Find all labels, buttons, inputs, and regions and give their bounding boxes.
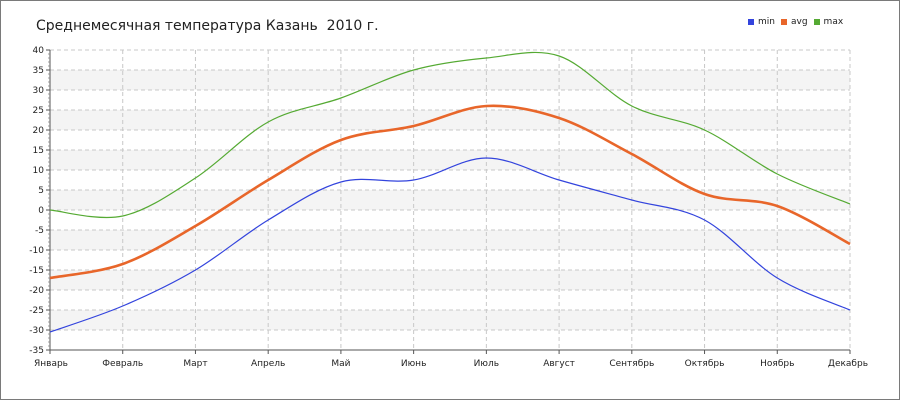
y-tick-label: 0: [38, 206, 44, 216]
y-tick-label: 30: [33, 86, 45, 96]
series-line-avg: [49, 104, 851, 280]
grid-band: [50, 230, 850, 250]
legend-label-min: min: [758, 17, 775, 27]
x-tick-label: Сентябрь: [609, 359, 654, 369]
grid-band: [50, 270, 850, 290]
grid-band: [50, 190, 850, 210]
grid-band: [50, 110, 850, 130]
x-tick-label: Февраль: [102, 359, 143, 369]
x-tick-label: Май: [331, 359, 350, 369]
y-tick-label: 40: [33, 46, 45, 56]
x-tick-label: Июль: [474, 359, 499, 369]
y-tick-label: 20: [33, 126, 45, 136]
y-tick-label: -15: [29, 266, 44, 276]
legend-swatch-min: [748, 19, 754, 25]
x-tick-label: Ноябрь: [760, 359, 794, 369]
chart-legend: min avg max: [748, 16, 843, 28]
y-tick-label: -30: [29, 326, 44, 336]
x-tick-label: Март: [183, 359, 207, 369]
legend-swatch-max: [813, 19, 820, 25]
series-line-max: [49, 51, 851, 219]
y-tick-label: -25: [29, 306, 44, 316]
x-tick-label: Апрель: [251, 359, 285, 369]
y-tick-label: 15: [33, 146, 44, 156]
legend-item-max: max: [813, 17, 844, 27]
legend-swatch-avg: [780, 19, 787, 25]
y-tick-label: 10: [33, 166, 45, 176]
y-tick-label: -10: [29, 246, 44, 256]
x-tick-label: Декабрь: [828, 359, 868, 369]
legend-label-max: max: [823, 17, 844, 27]
chart-title: Среднемесячная температура Казань 2010 г…: [36, 18, 379, 34]
y-tick-label: 25: [33, 106, 44, 116]
grid-band: [50, 70, 850, 90]
x-tick-label: Июнь: [401, 359, 427, 369]
legend-item-avg: avg: [780, 17, 808, 27]
legend-item-min: min: [748, 17, 775, 27]
x-tick-label: Август: [543, 359, 575, 369]
y-tick-label: -20: [29, 286, 44, 296]
y-tick-label: 35: [33, 66, 44, 76]
y-tick-label: -35: [29, 346, 44, 356]
y-tick-label: -5: [35, 226, 44, 236]
x-tick-label: Январь: [34, 359, 68, 369]
legend-label-avg: avg: [790, 17, 808, 27]
x-tick-label: Октябрь: [685, 359, 725, 369]
y-tick-label: 5: [38, 186, 44, 196]
series-line-min: [49, 157, 851, 333]
grid-band: [50, 310, 850, 330]
